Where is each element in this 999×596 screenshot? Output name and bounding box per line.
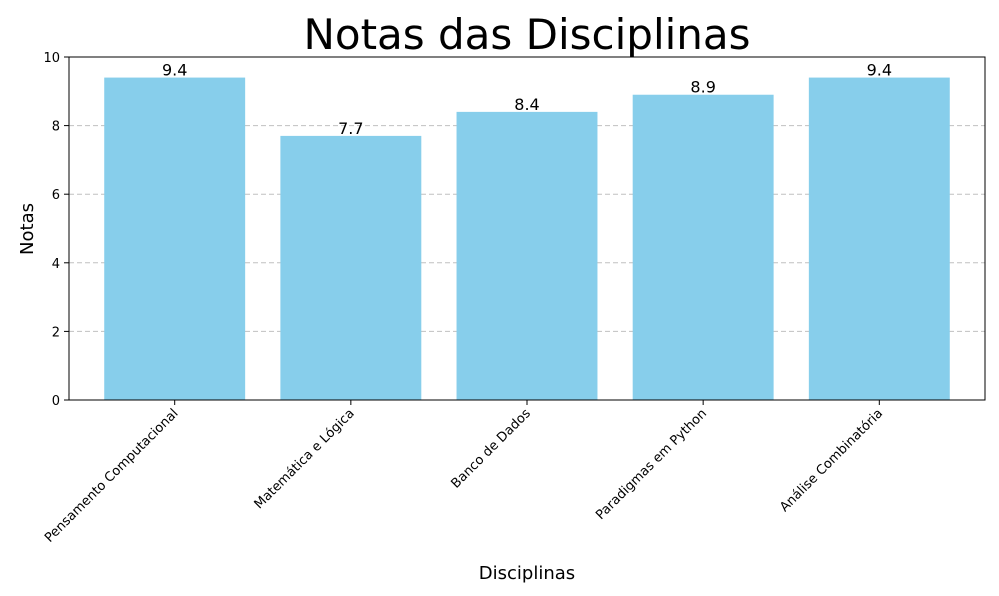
bar (808, 77, 950, 400)
y-tick-label: 6 (52, 188, 60, 203)
x-axis-label: Disciplinas (479, 563, 575, 584)
bar-value-label: 9.4 (162, 61, 187, 80)
bar (104, 77, 246, 400)
bar-value-label: 8.4 (514, 95, 539, 114)
data-labels: 9.4 7.7 8.4 8.9 9.4 (162, 61, 892, 138)
bars (104, 77, 950, 400)
y-axis-ticks: 0 2 4 6 8 10 (43, 51, 69, 409)
bar-value-label: 8.9 (690, 78, 715, 97)
bar-value-label: 7.7 (338, 119, 363, 138)
bar (632, 94, 774, 400)
bar (456, 111, 598, 400)
x-tick-label: Matemática e Lógica (252, 406, 358, 512)
x-tick-label: Pensamento Computacional (42, 406, 181, 545)
x-tick-label: Análise Combinatória (777, 406, 886, 515)
y-axis-label: Notas (17, 203, 38, 255)
chart-title: Notas das Disciplinas (303, 10, 750, 59)
bar-value-label: 9.4 (867, 61, 892, 80)
y-tick-label: 10 (43, 51, 60, 66)
y-tick-label: 2 (52, 325, 60, 340)
y-tick-label: 4 (52, 257, 60, 272)
y-tick-label: 0 (52, 394, 60, 409)
y-tick-label: 8 (52, 120, 60, 135)
x-tick-label: Paradigmas em Python (593, 406, 710, 523)
bar (280, 135, 422, 400)
x-tick-label: Banco de Dados (448, 406, 534, 492)
x-axis-ticks: Pensamento Computacional Matemática e Lóg… (42, 400, 886, 546)
